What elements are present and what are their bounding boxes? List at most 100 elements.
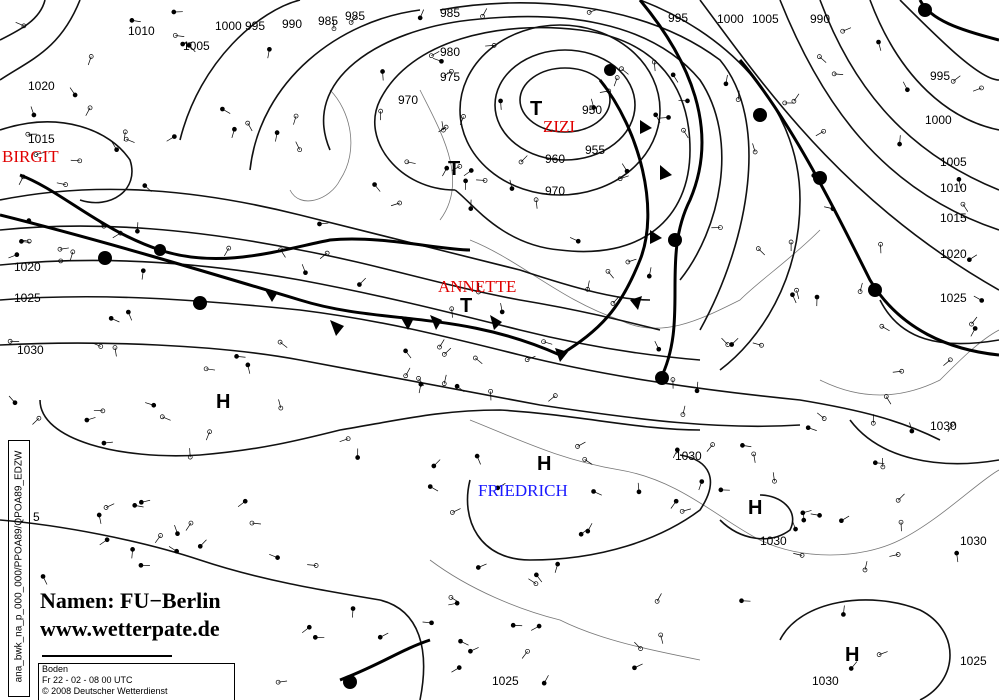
wind-barb bbox=[439, 339, 445, 348]
isobar-label: 975 bbox=[440, 70, 460, 84]
pressure-centers: H H H H T T T bbox=[216, 98, 859, 666]
wind-barb bbox=[30, 106, 35, 116]
wind-barb bbox=[131, 20, 141, 23]
station-marker bbox=[21, 23, 27, 29]
wind-barb bbox=[696, 381, 699, 391]
wind-barb bbox=[660, 634, 664, 644]
station-marker bbox=[969, 321, 974, 327]
wind-barb bbox=[475, 357, 483, 364]
wind-barb bbox=[460, 640, 469, 646]
wind-barb bbox=[114, 347, 117, 357]
wind-barb bbox=[86, 417, 96, 421]
station-marker bbox=[879, 323, 885, 329]
wind-barb bbox=[92, 342, 101, 347]
station-marker bbox=[101, 223, 107, 229]
wind-barb bbox=[953, 75, 961, 82]
wind-barb bbox=[584, 459, 593, 465]
wind-barb bbox=[485, 45, 495, 47]
station-marker bbox=[518, 159, 524, 165]
low-symbol: T bbox=[460, 295, 472, 317]
wind-barb bbox=[620, 175, 629, 179]
station-marker bbox=[817, 54, 822, 60]
station-marker bbox=[188, 520, 194, 526]
wind-barb bbox=[528, 578, 537, 584]
wind-barb bbox=[103, 441, 113, 444]
wind-barb bbox=[93, 409, 103, 412]
station-marker bbox=[87, 105, 93, 111]
station-marker bbox=[437, 344, 442, 350]
high-symbol: H bbox=[845, 644, 859, 666]
wind-barb bbox=[205, 431, 210, 441]
wind-barb bbox=[185, 522, 192, 531]
station-marker bbox=[324, 250, 330, 256]
isobar-label: 990 bbox=[810, 12, 830, 26]
wind-barb bbox=[126, 138, 135, 143]
isobar-label: 1015 bbox=[28, 132, 55, 146]
wind-barb bbox=[793, 93, 800, 102]
wind-barb bbox=[432, 57, 442, 62]
isobar-label: 1005 bbox=[752, 12, 779, 26]
wind-barb bbox=[879, 651, 888, 655]
wind-barb bbox=[352, 608, 354, 618]
station-marker bbox=[614, 75, 620, 80]
wind-barb bbox=[808, 427, 817, 431]
wind-barb bbox=[698, 481, 703, 491]
wind-barb bbox=[247, 122, 253, 132]
wind-barb bbox=[444, 347, 452, 355]
wind-barb bbox=[653, 62, 656, 72]
wind-barb bbox=[131, 549, 133, 559]
wind-barb bbox=[32, 418, 40, 425]
wind-barb bbox=[21, 241, 31, 243]
wind-barb bbox=[141, 270, 144, 280]
station-marker bbox=[575, 444, 580, 449]
wind-barb bbox=[593, 491, 602, 496]
wind-barb bbox=[482, 8, 488, 17]
wind-barb bbox=[569, 237, 579, 242]
station-marker bbox=[895, 497, 901, 503]
wind-barb bbox=[42, 576, 48, 585]
wind-barb bbox=[380, 632, 389, 638]
wind-barb bbox=[634, 663, 643, 669]
station-marker bbox=[63, 182, 68, 187]
wind-barb bbox=[842, 27, 852, 32]
wind-barb bbox=[8, 254, 17, 259]
wind-barb bbox=[672, 449, 678, 459]
wind-barb bbox=[382, 71, 384, 81]
station-marker bbox=[679, 508, 685, 514]
wind-barb bbox=[864, 561, 868, 571]
station-marker bbox=[36, 415, 42, 421]
wind-barb bbox=[419, 9, 424, 18]
station-marker bbox=[840, 28, 846, 34]
wind-barb bbox=[319, 222, 329, 225]
station-marker bbox=[979, 85, 984, 91]
warm-front-birgit bbox=[19, 173, 471, 261]
station-marker bbox=[207, 429, 212, 435]
station-marker bbox=[278, 247, 283, 253]
wind-barb bbox=[520, 155, 528, 163]
isobar-label: 1005 bbox=[940, 155, 967, 169]
wind-barb bbox=[656, 593, 662, 602]
wind-barb bbox=[443, 374, 447, 384]
station-marker bbox=[449, 68, 454, 74]
wind-barb bbox=[731, 338, 739, 345]
station-marker bbox=[617, 176, 623, 182]
wind-barb bbox=[154, 535, 161, 544]
wind-barb bbox=[470, 647, 479, 652]
wind-barb bbox=[237, 500, 246, 508]
wind-barb bbox=[59, 247, 69, 250]
isobar-label: 995 bbox=[668, 11, 688, 25]
wind-barb bbox=[721, 337, 729, 345]
side-code-box: ana_bwk_na_p_000_000/PPOA89/QPOA89_EDZW bbox=[8, 440, 30, 697]
station-marker bbox=[348, 20, 354, 25]
wind-barb bbox=[278, 399, 282, 409]
wind-barb bbox=[451, 308, 453, 318]
isobar-label: 1000 bbox=[215, 19, 242, 33]
wind-barb bbox=[145, 402, 154, 406]
station-marker bbox=[404, 159, 410, 165]
isobar-label: 1030 bbox=[17, 343, 44, 357]
wind-barb bbox=[682, 508, 691, 512]
wind-barb bbox=[224, 247, 230, 257]
isobar-label: 985 bbox=[345, 9, 365, 23]
